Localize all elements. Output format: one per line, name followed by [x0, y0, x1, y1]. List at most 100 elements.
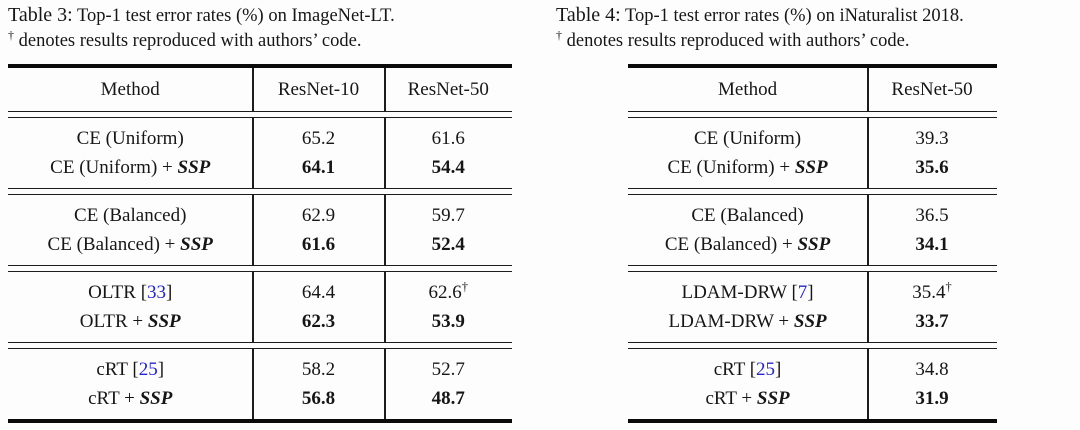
table-section: cRT [25] 58.2 52.7 cRT + SSP 56.8 48.7	[8, 349, 512, 419]
value-text: 62.6	[428, 281, 462, 303]
value-text: 52.4	[431, 233, 465, 255]
column-divider	[867, 118, 869, 188]
value-text: 62.3	[301, 310, 336, 332]
ssp-label: SSP	[797, 233, 831, 255]
value-text: 61.6	[431, 127, 465, 149]
value-cell: 34.8	[867, 359, 997, 381]
value-cell: 31.9	[867, 388, 997, 410]
method-text: CE (Balanced)	[74, 204, 187, 226]
double-rule	[8, 265, 512, 272]
value-text: 48.7	[431, 387, 465, 409]
value-cell: 62.9	[252, 205, 384, 227]
table4-caption: Table 4: Top-1 test error rates (%) on i…	[556, 0, 1080, 54]
method-text: CE (Balanced) +	[664, 233, 798, 255]
table-row: CE (Balanced) 62.9 59.7	[8, 201, 512, 230]
method-text: ]	[807, 281, 814, 303]
table-row: cRT + SSP 56.8 48.7	[8, 384, 512, 413]
column-divider	[867, 68, 869, 111]
value-cell: 36.5	[867, 205, 997, 227]
table3-column: Table 3: Top-1 test error rates (%) on I…	[8, 0, 514, 423]
value-text: 59.7	[431, 204, 465, 226]
table-section: CE (Balanced) 62.9 59.7 CE (Balanced) + …	[8, 195, 512, 265]
value-cell: 39.3	[867, 128, 997, 150]
double-rule	[628, 188, 997, 195]
column-divider	[252, 118, 254, 188]
value-cell: 58.2	[252, 359, 384, 381]
double-rule	[8, 188, 512, 195]
table-row: CE (Uniform) + SSP 64.1 54.4	[8, 153, 512, 182]
method-text: CE (Uniform) +	[667, 156, 795, 178]
value-text: 64.4	[301, 281, 336, 303]
method-text: cRT +	[88, 387, 140, 409]
value-text: 34.8	[915, 358, 949, 380]
citation-number: 33	[147, 281, 167, 303]
value-text: 54.4	[431, 156, 465, 178]
method-cell: OLTR + SSP	[8, 311, 252, 333]
dagger-sup: †	[945, 279, 952, 294]
table-row: LDAM-DRW [7] 35.4†	[628, 278, 997, 307]
table3-caption-text: Top-1 test error rates (%) on ImageNet-L…	[76, 6, 395, 26]
table4-caption-label: Table 4:	[556, 4, 621, 26]
column-divider	[252, 68, 254, 111]
method-cell: cRT + SSP	[8, 388, 252, 410]
table-row: CE (Uniform) 39.3	[628, 124, 997, 153]
method-text: ]	[775, 358, 782, 380]
table-row: cRT [25] 34.8	[628, 355, 997, 384]
ssp-label: SSP	[147, 310, 181, 332]
table3-caption-note: denotes results reproduced with authors’…	[18, 31, 362, 51]
method-text: CE (Balanced) +	[47, 233, 181, 255]
table-row: CE (Balanced) + SSP 34.1	[628, 230, 997, 259]
column-divider	[252, 195, 254, 265]
table4-caption-line2: † denotes results reproduced with author…	[556, 29, 1080, 54]
value-cell: 65.2	[252, 128, 384, 150]
table-section: CE (Uniform) 39.3 CE (Uniform) + SSP 35.…	[628, 118, 997, 188]
value-cell: 62.6†	[384, 279, 512, 304]
table-section: CE (Uniform) 65.2 61.6 CE (Uniform) + SS…	[8, 118, 512, 188]
table-row: CE (Uniform) 65.2 61.6	[8, 124, 512, 153]
value-text: 39.3	[915, 127, 949, 149]
method-cell: CE (Balanced) + SSP	[628, 234, 867, 256]
column-divider	[867, 349, 869, 419]
table-section: CE (Balanced) 36.5 CE (Balanced) + SSP 3…	[628, 195, 997, 265]
value-cell: 64.4	[252, 282, 384, 304]
method-text: CE (Uniform) +	[50, 156, 178, 178]
column-header-method: Method	[718, 78, 778, 100]
ssp-label: SSP	[794, 156, 828, 178]
table3-caption-line2: † denotes results reproduced with author…	[8, 29, 514, 54]
ssp-label: SSP	[793, 310, 827, 332]
value-cell: 61.6	[252, 234, 384, 256]
imagenet-lt-table: Method ResNet-10 ResNet-50 CE (Uniform) …	[8, 64, 512, 423]
column-divider	[867, 195, 869, 265]
column-header-method: Method	[100, 78, 160, 100]
value-cell: 48.7	[384, 388, 512, 410]
value-text: 62.9	[301, 204, 336, 226]
value-text: 33.7	[915, 310, 949, 332]
table-section: LDAM-DRW [7] 35.4† LDAM-DRW + SSP 33.7	[628, 272, 997, 342]
dagger-sup: †	[461, 279, 468, 294]
method-cell: CE (Uniform)	[628, 128, 867, 150]
method-cell: cRT [25]	[628, 359, 867, 381]
table4-caption-note: denotes results reproduced with authors’…	[566, 31, 910, 51]
table-row: CE (Balanced) 36.5	[628, 201, 997, 230]
column-divider	[252, 349, 254, 419]
ssp-label: SSP	[139, 387, 173, 409]
value-text: 53.9	[431, 310, 465, 332]
table-row: CE (Uniform) + SSP 35.6	[628, 153, 997, 182]
top-rule	[8, 64, 512, 68]
method-cell: CE (Balanced) + SSP	[8, 234, 252, 256]
column-header-resnet50: ResNet-50	[407, 78, 489, 100]
value-cell: 35.4†	[867, 279, 997, 304]
table4-caption-line1: Table 4: Top-1 test error rates (%) on i…	[556, 3, 1080, 29]
table-section: cRT [25] 34.8 cRT + SSP 31.9	[628, 349, 997, 419]
column-header-resnet10: ResNet-10	[277, 78, 360, 100]
method-text: OLTR [	[88, 281, 148, 303]
top-rule	[628, 64, 997, 68]
bottom-rule	[628, 419, 997, 423]
value-cell: 33.7	[867, 311, 997, 333]
column-divider	[384, 118, 386, 188]
ssp-label: SSP	[177, 156, 211, 178]
value-cell: 59.7	[384, 205, 512, 227]
table3-caption-line1: Table 3: Top-1 test error rates (%) on I…	[8, 3, 514, 29]
value-cell: 52.4	[384, 234, 512, 256]
double-rule	[8, 342, 512, 349]
